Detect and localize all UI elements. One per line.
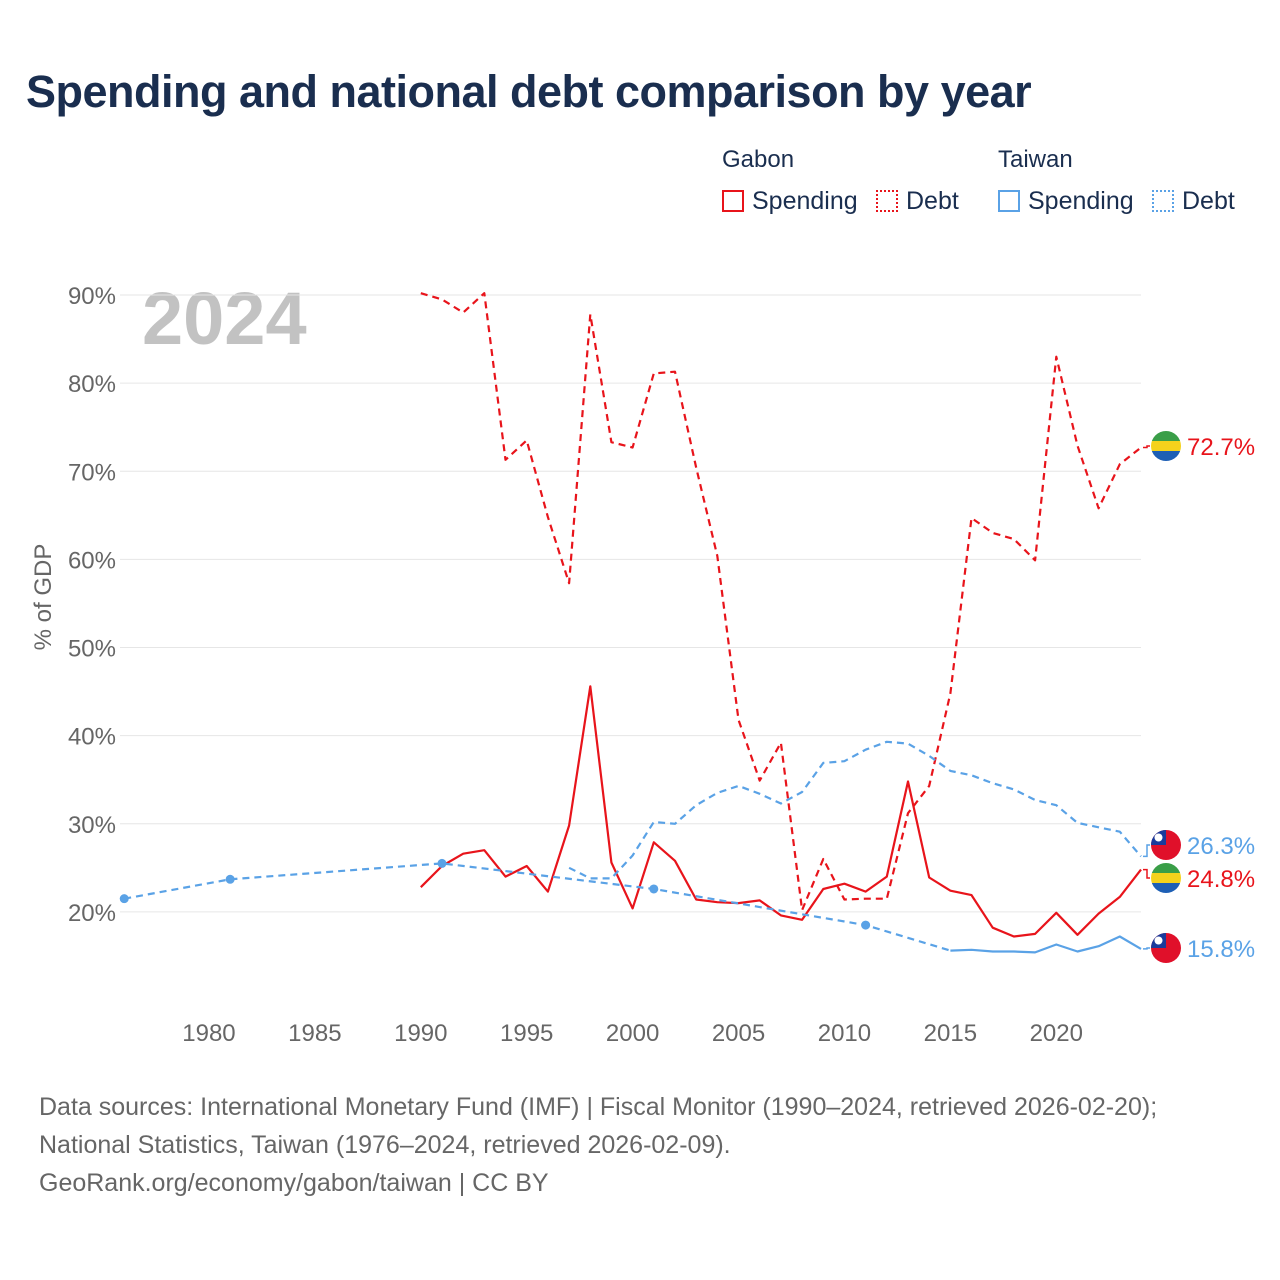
x-tick-label: 2005 xyxy=(712,1020,765,1047)
footer-credit-link[interactable]: GeoRank.org/economy/gabon/taiwan | CC BY xyxy=(39,1169,549,1197)
x-tick-label: 1980 xyxy=(182,1020,235,1047)
legend-gabon-spending[interactable]: Spending xyxy=(722,186,858,216)
end-value-label: 72.7% xyxy=(1187,434,1255,461)
x-tick-label: 2020 xyxy=(1030,1020,1083,1047)
data-point-marker xyxy=(437,858,447,868)
y-tick-label: 70% xyxy=(68,459,116,486)
footer-source-line-1: Data sources: International Monetary Fun… xyxy=(39,1093,1158,1121)
y-tick-label: 30% xyxy=(68,812,116,839)
data-point-marker xyxy=(119,894,129,904)
footer: Data sources: International Monetary Fun… xyxy=(39,1088,1157,1202)
taiwan-flag-icon xyxy=(1151,933,1181,963)
end-label-connector xyxy=(1143,947,1150,950)
data-point-marker xyxy=(649,884,659,894)
page-title: Spending and national debt comparison by… xyxy=(26,66,1032,117)
gabon-flag-icon xyxy=(1151,431,1181,461)
x-tick-label: 2000 xyxy=(606,1020,659,1047)
x-tick-label: 1990 xyxy=(394,1020,447,1047)
legend-label: Spending xyxy=(752,186,858,215)
legend-label: Debt xyxy=(1182,186,1235,215)
legend-swatch-gabon-debt xyxy=(876,190,898,212)
y-tick-label: 80% xyxy=(68,371,116,398)
data-point-marker xyxy=(225,874,235,884)
legend-label: Debt xyxy=(906,186,959,215)
footer-source-line-2: National Statistics, Taiwan (1976–2024, … xyxy=(39,1131,731,1159)
legend-swatch-gabon-spending xyxy=(722,190,744,212)
legend-taiwan-debt[interactable]: Debt xyxy=(1152,186,1235,216)
series-line-gabon-debt xyxy=(420,292,1142,912)
series-line-taiwan-spending-sparse-interpolated xyxy=(124,862,951,952)
legend-gabon-debt[interactable]: Debt xyxy=(876,186,959,216)
y-tick-label: 90% xyxy=(68,283,116,310)
legend-gabon-title: Gabon xyxy=(722,146,795,173)
y-tick-label: 20% xyxy=(68,900,116,927)
x-tick-label: 1985 xyxy=(288,1020,341,1047)
end-value-label: 26.3% xyxy=(1187,833,1255,860)
legend-taiwan-spending[interactable]: Spending xyxy=(998,186,1134,216)
series-line-taiwan-spending xyxy=(950,935,1142,954)
end-label-connector xyxy=(1143,844,1150,858)
legend-taiwan-title: Taiwan xyxy=(998,146,1073,173)
y-tick-label: 50% xyxy=(68,636,116,663)
legend-swatch-taiwan-debt xyxy=(1152,190,1174,212)
y-tick-label: 60% xyxy=(68,547,116,574)
series-line-gabon-spending xyxy=(420,685,1142,938)
data-point-marker xyxy=(861,920,871,930)
end-label-connector xyxy=(1143,868,1150,879)
end-value-label: 24.8% xyxy=(1187,866,1255,893)
taiwan-flag-icon xyxy=(1151,830,1181,860)
y-tick-label: 40% xyxy=(68,724,116,751)
legend-swatch-taiwan-spending xyxy=(998,190,1020,212)
x-tick-label: 1995 xyxy=(500,1020,553,1047)
x-tick-label: 2015 xyxy=(924,1020,977,1047)
series-line-taiwan-debt xyxy=(568,740,1142,880)
x-tick-label: 2010 xyxy=(818,1020,871,1047)
gabon-flag-icon xyxy=(1151,863,1181,893)
end-label-connector xyxy=(1143,445,1150,449)
end-value-label: 15.8% xyxy=(1187,936,1255,963)
line-chart: 2024 % of GDP 20% 30% 40% 50% 60% 70% 80% 90% 1… xyxy=(30,277,1255,1047)
y-axis-label: % of GDP xyxy=(30,544,57,651)
legend-label: Spending xyxy=(1028,186,1134,215)
year-watermark: 2024 xyxy=(142,277,307,360)
